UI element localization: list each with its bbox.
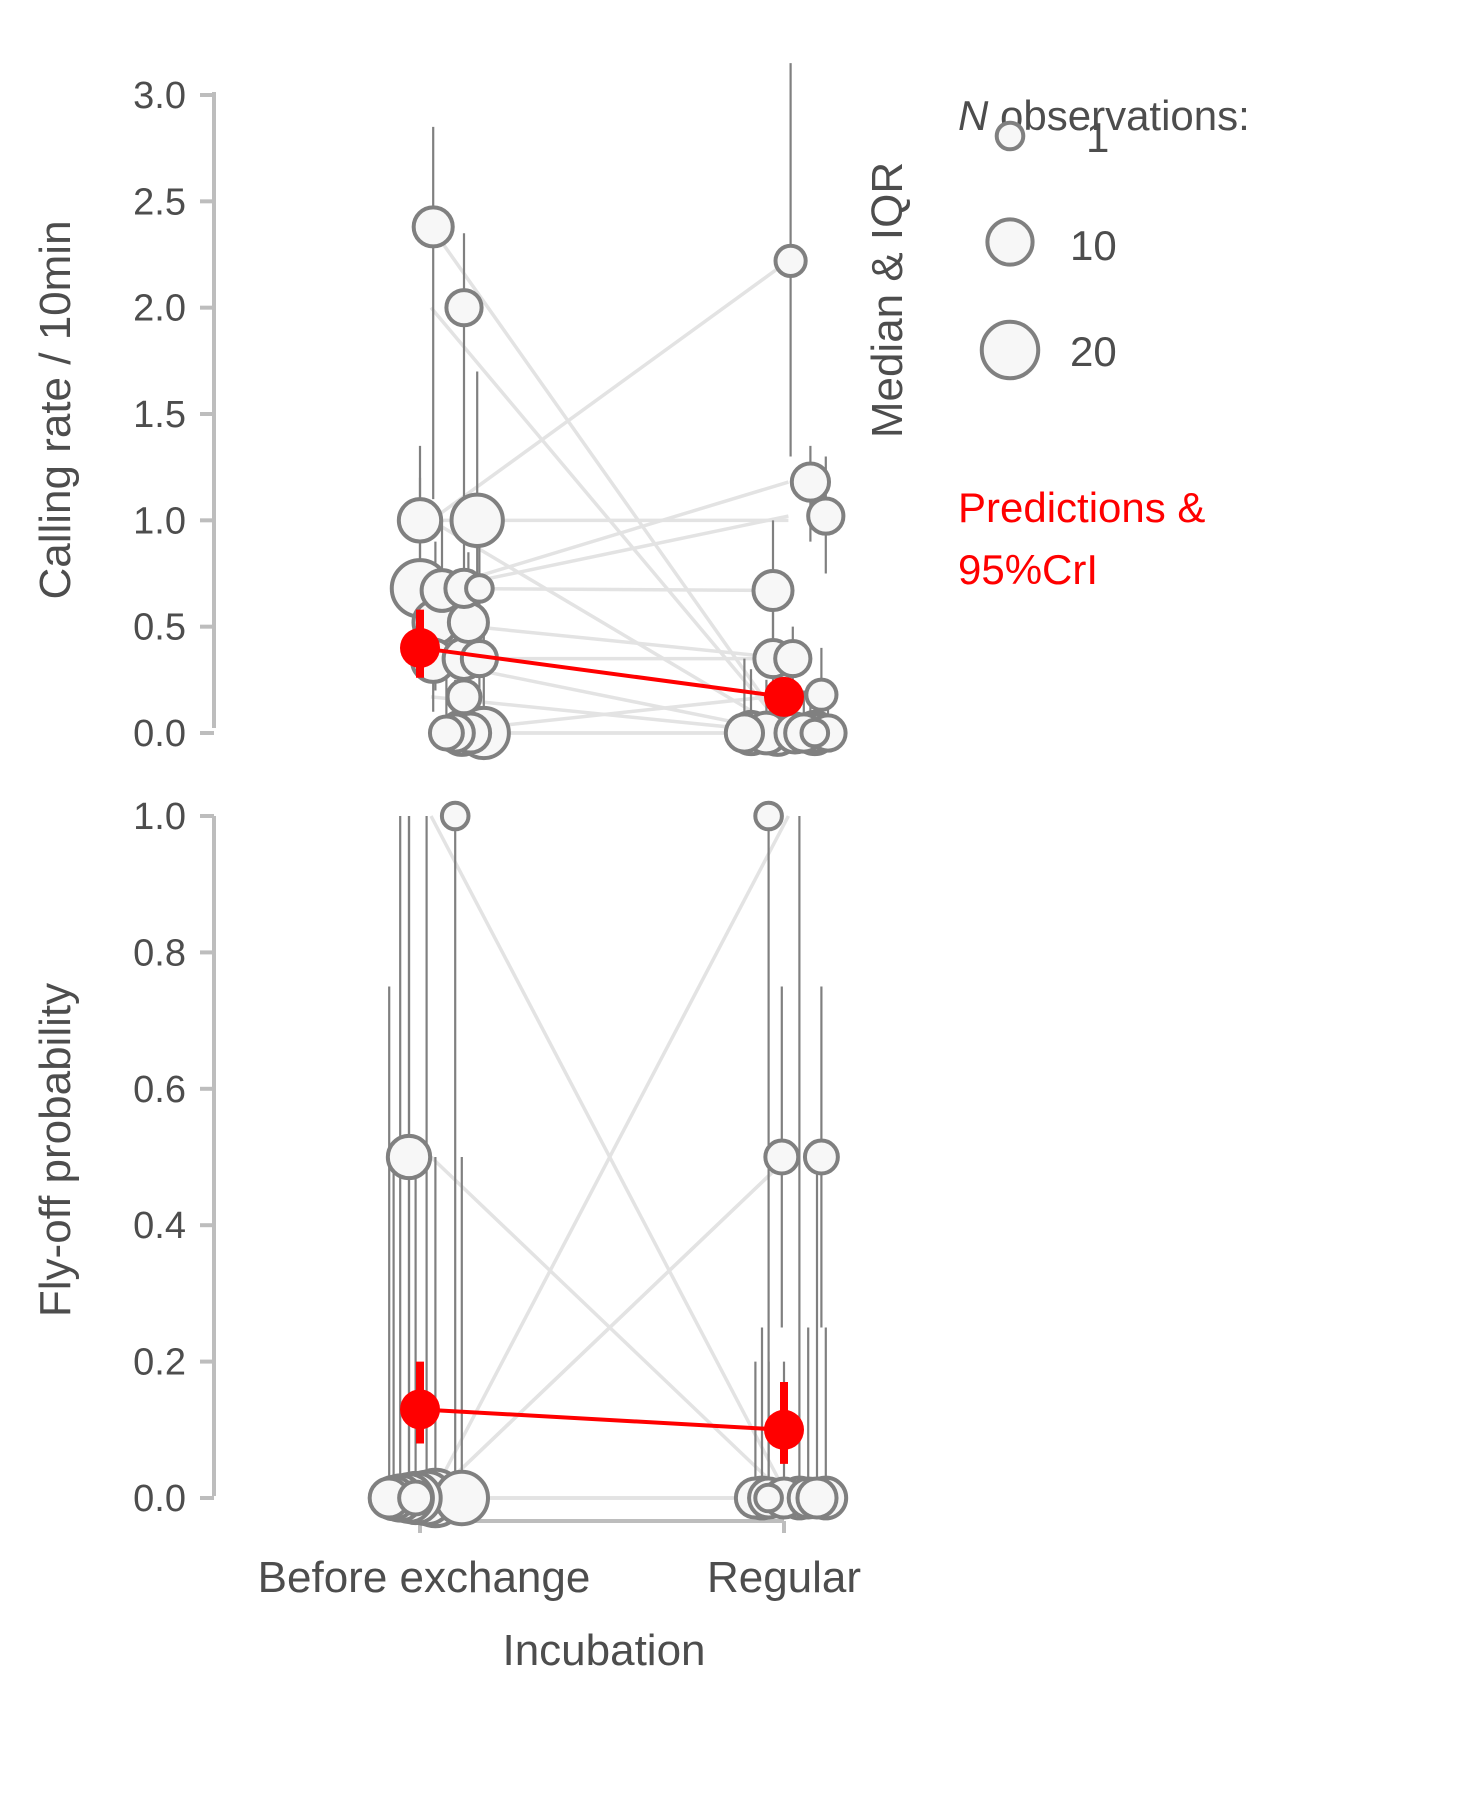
- legend-circle-1: [994, 120, 1026, 152]
- median-point: [445, 678, 483, 716]
- y-tick-label: 3.0: [133, 75, 186, 117]
- median-points-bottom: [367, 800, 849, 1529]
- x-tick-label-regular: Regular: [707, 1553, 861, 1602]
- fly-off-panel: 0.0 0.2 0.4 0.6 0.8 1.0 Fly-off probability B…: [31, 796, 861, 1675]
- median-point: [763, 1138, 801, 1176]
- pair-line: [429, 225, 790, 735]
- predictions-bottom: [400, 1361, 804, 1464]
- calling-rate-panel: 0.0 0.5 1.0 1.5 2.0 2.5 3.0 Calling rate / 10m…: [31, 63, 848, 761]
- y-tick-label: 0.8: [133, 932, 186, 974]
- legend-title-rest: observations:: [988, 92, 1249, 139]
- y-axis-title-bottom: Fly-off probability: [31, 983, 80, 1317]
- y-tick-label: 0.0: [133, 1478, 186, 1520]
- median-point: [449, 492, 505, 548]
- y-tick-label: 1.5: [133, 394, 186, 436]
- median-point: [753, 1482, 784, 1514]
- iqr-bars-bottom: [388, 816, 827, 1498]
- median-point: [439, 800, 471, 832]
- median-point: [723, 712, 766, 754]
- y-tick-label: 0.6: [133, 1069, 186, 1111]
- y-tick-label: 1.0: [133, 796, 186, 838]
- y-tick-label: 0.4: [133, 1205, 186, 1247]
- median-point: [789, 461, 832, 503]
- prediction-point: [764, 676, 804, 717]
- median-point: [396, 497, 444, 544]
- y-tick-label: 0.5: [133, 607, 186, 649]
- prediction-point: [764, 1409, 804, 1450]
- y-ticks-top: 0.0 0.5 1.0 1.5 2.0 2.5 3.0: [133, 75, 214, 755]
- median-point: [385, 1133, 433, 1181]
- pair-line: [429, 1155, 790, 1500]
- pair-line: [430, 480, 789, 593]
- prediction-legend-line1: Predictions &: [958, 484, 1205, 531]
- y-tick-label: 0.0: [133, 713, 186, 755]
- legend-title: N observations:: [958, 92, 1250, 139]
- prediction-point: [400, 627, 440, 668]
- prediction-line: [419, 1407, 785, 1432]
- median-point: [802, 1138, 840, 1176]
- median-point: [751, 568, 795, 613]
- median-point: [753, 800, 784, 832]
- median-point: [773, 638, 813, 679]
- predictions-top: [400, 609, 804, 717]
- y-tick-label: 0.2: [133, 1342, 186, 1384]
- median-point: [806, 496, 846, 536]
- median-point: [799, 717, 831, 749]
- median-point: [411, 205, 455, 249]
- pair-line: [430, 620, 789, 661]
- prediction-legend-line2: 95%CrI: [958, 546, 1098, 593]
- legend-label-20: 20: [1070, 328, 1117, 375]
- x-tick-label-before: Before exchange: [258, 1553, 591, 1602]
- median-point: [804, 677, 839, 712]
- pair-line: [430, 518, 790, 735]
- y-tick-label: 1.0: [133, 500, 186, 542]
- median-point: [444, 288, 484, 328]
- median-point: [427, 714, 465, 752]
- legend-label-10: 10: [1070, 222, 1117, 269]
- legend-circle-10: [985, 217, 1035, 267]
- size-legend: N observations: 1 10 20 Predictions & 95…: [958, 92, 1250, 593]
- median-point: [795, 1476, 839, 1520]
- x-axis-title: Incubation: [502, 1626, 705, 1675]
- pair-lines-bottom: [429, 815, 790, 1500]
- pair-line: [429, 259, 790, 522]
- median-points-top: [389, 205, 848, 761]
- legend-label-1: 1: [1086, 114, 1109, 161]
- y-tick-label: 2.0: [133, 288, 186, 330]
- median-point: [464, 573, 495, 604]
- prediction-line: [419, 645, 785, 699]
- median-point: [397, 1479, 435, 1517]
- median-iqr-label: Median & IQR: [863, 162, 912, 438]
- y-axis-title-top: Calling rate / 10min: [31, 220, 80, 599]
- median-point: [446, 600, 490, 644]
- y-tick-label: 2.5: [133, 181, 186, 223]
- legend-circle-20: [979, 319, 1041, 381]
- median-point: [433, 1469, 490, 1527]
- legend-title-n: N: [958, 92, 989, 139]
- median-point: [773, 243, 808, 278]
- y-ticks-bottom: 0.0 0.2 0.4 0.6 0.8 1.0: [133, 796, 214, 1520]
- prediction-point: [400, 1389, 440, 1430]
- pair-line: [429, 815, 790, 1499]
